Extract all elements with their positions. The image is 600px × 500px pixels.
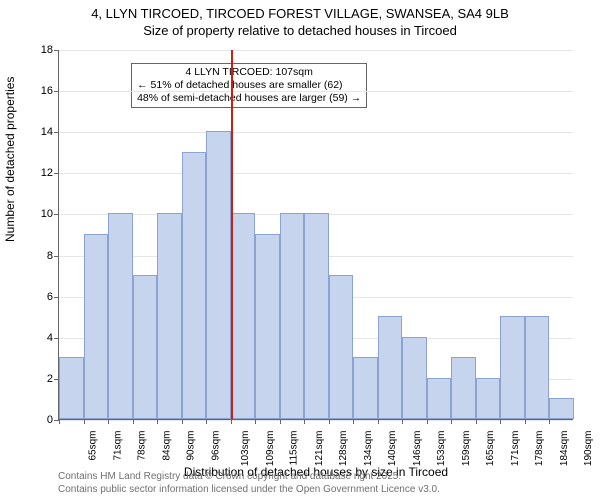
xtick-label: 146sqm bbox=[412, 431, 423, 467]
bar bbox=[84, 234, 109, 419]
xtick-mark bbox=[182, 419, 183, 424]
xtick-label: 134sqm bbox=[363, 431, 374, 467]
xtick-label: 140sqm bbox=[387, 431, 398, 467]
annotation-box: 4 LLYN TIRCOED: 107sqm← 51% of detached … bbox=[131, 63, 367, 108]
annotation-line: 4 LLYN TIRCOED: 107sqm bbox=[137, 66, 361, 79]
xtick-label: 159sqm bbox=[461, 431, 472, 467]
bar bbox=[157, 213, 182, 419]
xtick-mark bbox=[353, 419, 354, 424]
plot-area: Distribution of detached houses by size … bbox=[58, 50, 573, 420]
title-line-1: 4, LLYN TIRCOED, TIRCOED FOREST VILLAGE,… bbox=[0, 6, 600, 23]
ytick-label: 18 bbox=[41, 44, 53, 56]
footer-line-1: Contains HM Land Registry data © Crown c… bbox=[58, 471, 440, 484]
ytick-mark bbox=[54, 256, 59, 257]
xtick-label: 65sqm bbox=[88, 431, 99, 461]
gridline bbox=[59, 132, 573, 133]
ytick-label: 16 bbox=[41, 85, 53, 97]
annotation-line: 48% of semi-detached houses are larger (… bbox=[137, 92, 361, 105]
xtick-label: 71sqm bbox=[112, 431, 123, 461]
bar bbox=[206, 131, 231, 419]
xtick-label: 115sqm bbox=[289, 431, 300, 466]
xtick-label: 128sqm bbox=[338, 431, 349, 467]
xtick-mark bbox=[427, 419, 428, 424]
ytick-mark bbox=[54, 173, 59, 174]
xtick-label: 153sqm bbox=[436, 431, 447, 467]
xtick-label: 96sqm bbox=[210, 431, 221, 461]
bar bbox=[525, 316, 550, 419]
ytick-label: 14 bbox=[41, 126, 53, 138]
xtick-mark bbox=[500, 419, 501, 424]
xtick-mark bbox=[84, 419, 85, 424]
xtick-mark bbox=[329, 419, 330, 424]
xtick-label: 171sqm bbox=[510, 431, 521, 467]
xtick-mark bbox=[157, 419, 158, 424]
ytick-label: 6 bbox=[47, 291, 53, 303]
footer: Contains HM Land Registry data © Crown c… bbox=[58, 471, 440, 496]
xtick-label: 121sqm bbox=[314, 431, 325, 467]
ytick-mark bbox=[54, 214, 59, 215]
bar bbox=[304, 213, 329, 419]
ytick-label: 2 bbox=[47, 373, 53, 385]
ytick-mark bbox=[54, 338, 59, 339]
ytick-mark bbox=[54, 91, 59, 92]
xtick-mark bbox=[206, 419, 207, 424]
xtick-label: 184sqm bbox=[559, 431, 570, 467]
bar bbox=[182, 152, 207, 419]
bar bbox=[427, 378, 452, 419]
bar bbox=[549, 398, 574, 419]
bar bbox=[353, 357, 378, 419]
xtick-label: 84sqm bbox=[161, 431, 172, 461]
ytick-label: 4 bbox=[47, 332, 53, 344]
xtick-mark bbox=[59, 419, 60, 424]
xtick-label: 90sqm bbox=[186, 431, 197, 461]
bar bbox=[133, 275, 158, 419]
xtick-mark bbox=[451, 419, 452, 424]
y-axis-label: Number of detached properties bbox=[3, 77, 17, 242]
bar bbox=[451, 357, 476, 419]
ytick-label: 10 bbox=[41, 208, 53, 220]
ytick-mark bbox=[54, 50, 59, 51]
bar bbox=[255, 234, 280, 419]
gridline bbox=[59, 420, 573, 421]
gridline bbox=[59, 50, 573, 51]
chart-container: 4, LLYN TIRCOED, TIRCOED FOREST VILLAGE,… bbox=[0, 0, 600, 500]
xtick-mark bbox=[255, 419, 256, 424]
xtick-mark bbox=[108, 419, 109, 424]
xtick-mark bbox=[231, 419, 232, 424]
ytick-label: 12 bbox=[41, 167, 53, 179]
ytick-label: 0 bbox=[47, 414, 53, 426]
xtick-label: 178sqm bbox=[535, 431, 546, 467]
xtick-label: 78sqm bbox=[137, 431, 148, 461]
titles: 4, LLYN TIRCOED, TIRCOED FOREST VILLAGE,… bbox=[0, 0, 600, 40]
bar bbox=[231, 213, 256, 419]
title-line-2: Size of property relative to detached ho… bbox=[0, 23, 600, 40]
xtick-mark bbox=[133, 419, 134, 424]
ytick-label: 8 bbox=[47, 250, 53, 262]
xtick-mark bbox=[476, 419, 477, 424]
xtick-label: 103sqm bbox=[240, 431, 251, 467]
xtick-label: 165sqm bbox=[485, 431, 496, 467]
bar bbox=[329, 275, 354, 419]
gridline bbox=[59, 173, 573, 174]
bar bbox=[378, 316, 403, 419]
xtick-mark bbox=[402, 419, 403, 424]
footer-line-2: Contains public sector information licen… bbox=[58, 484, 440, 497]
bar bbox=[59, 357, 84, 419]
xtick-mark bbox=[378, 419, 379, 424]
xtick-label: 190sqm bbox=[584, 431, 595, 467]
bar bbox=[108, 213, 133, 419]
gridline bbox=[59, 91, 573, 92]
marker-line bbox=[231, 50, 233, 419]
bar bbox=[500, 316, 525, 419]
xtick-label: 109sqm bbox=[265, 431, 276, 467]
xtick-mark bbox=[549, 419, 550, 424]
ytick-mark bbox=[54, 297, 59, 298]
bar bbox=[280, 213, 305, 419]
ytick-mark bbox=[54, 132, 59, 133]
xtick-mark bbox=[280, 419, 281, 424]
bar bbox=[476, 378, 501, 419]
xtick-mark bbox=[525, 419, 526, 424]
xtick-mark bbox=[304, 419, 305, 424]
bar bbox=[402, 337, 427, 419]
